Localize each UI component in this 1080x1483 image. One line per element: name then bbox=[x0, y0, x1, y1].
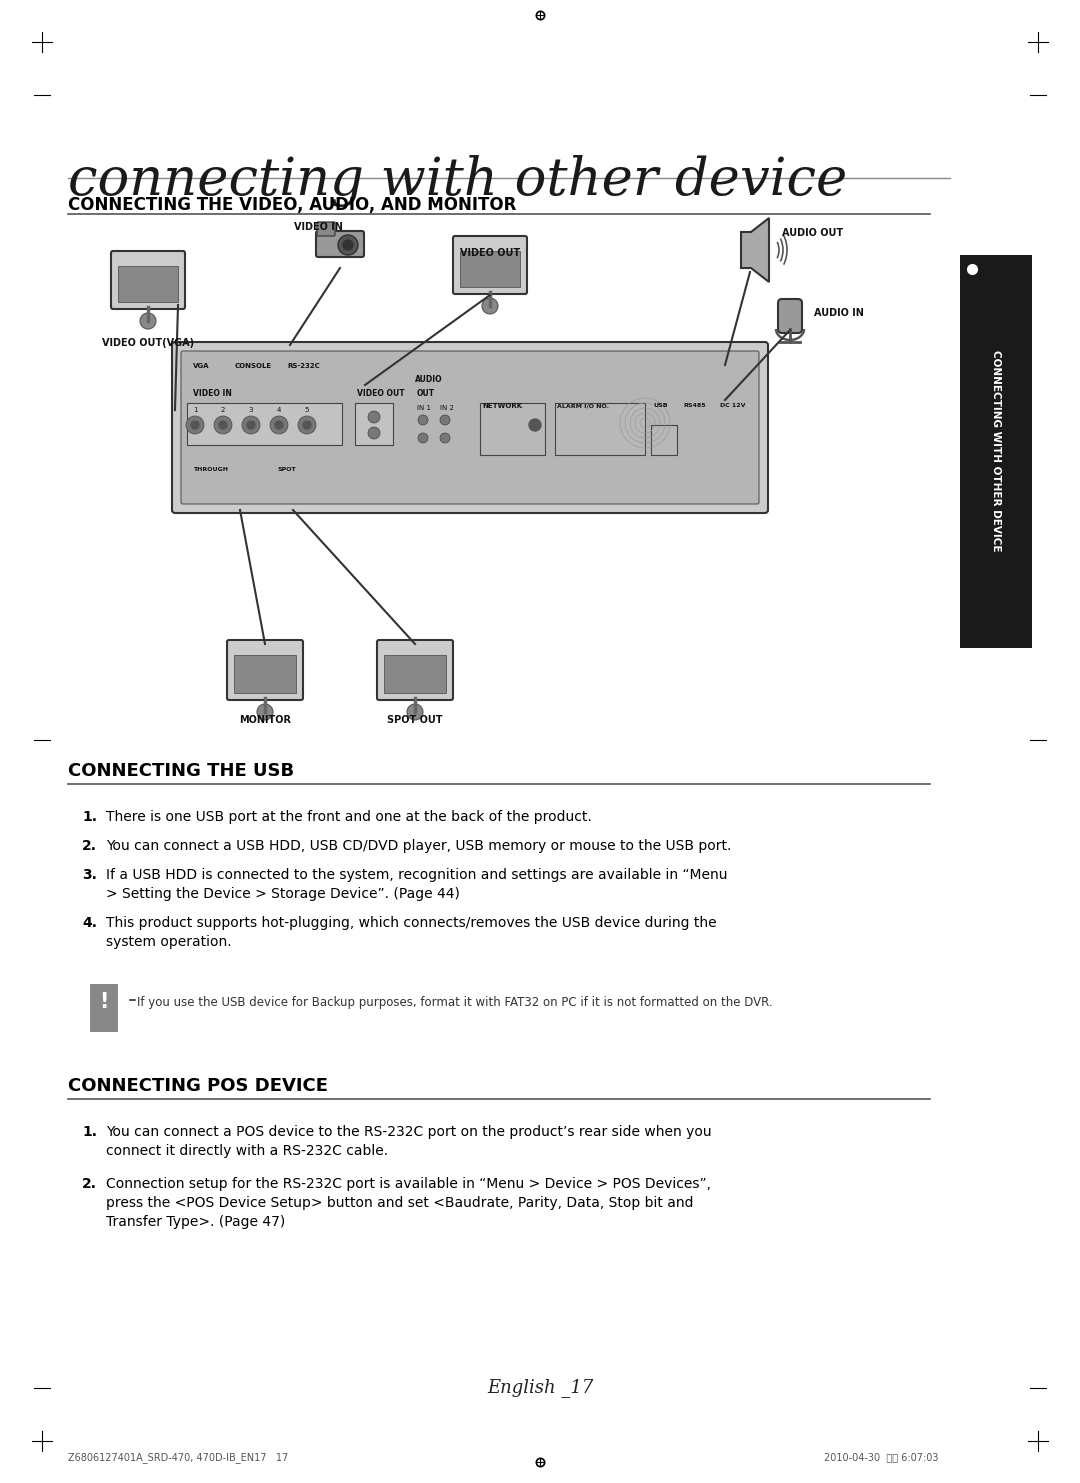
Text: This product supports hot-plugging, which connects/removes the USB device during: This product supports hot-plugging, whic… bbox=[106, 916, 717, 930]
Text: 2.: 2. bbox=[82, 839, 97, 853]
Circle shape bbox=[368, 427, 380, 439]
Text: 3: 3 bbox=[248, 406, 253, 412]
Circle shape bbox=[303, 421, 311, 429]
Circle shape bbox=[338, 234, 357, 255]
Text: VIDEO OUT: VIDEO OUT bbox=[460, 248, 521, 258]
Circle shape bbox=[247, 421, 255, 429]
Circle shape bbox=[257, 704, 273, 721]
Text: VIDEO OUT(VGA): VIDEO OUT(VGA) bbox=[102, 338, 194, 349]
Text: VGA: VGA bbox=[193, 363, 210, 369]
Circle shape bbox=[186, 417, 204, 435]
Text: You can connect a USB HDD, USB CD/DVD player, USB memory or mouse to the USB por: You can connect a USB HDD, USB CD/DVD pl… bbox=[106, 839, 731, 853]
FancyBboxPatch shape bbox=[778, 300, 802, 334]
Text: > Setting the Device > Storage Device”. (Page 44): > Setting the Device > Storage Device”. … bbox=[106, 887, 460, 902]
Text: USB: USB bbox=[653, 403, 667, 408]
FancyBboxPatch shape bbox=[227, 641, 303, 700]
Text: 2010-04-30  오후 6:07:03: 2010-04-30 오후 6:07:03 bbox=[824, 1452, 939, 1462]
Bar bbox=[234, 655, 296, 693]
Text: RS-232C: RS-232C bbox=[287, 363, 320, 369]
Circle shape bbox=[214, 417, 232, 435]
Text: IN 1: IN 1 bbox=[417, 405, 431, 411]
Circle shape bbox=[191, 421, 199, 429]
Text: CONNECTING THE USB: CONNECTING THE USB bbox=[68, 762, 294, 780]
Circle shape bbox=[242, 417, 260, 435]
Text: 1: 1 bbox=[192, 406, 198, 412]
Polygon shape bbox=[741, 218, 769, 282]
Text: If a USB HDD is connected to the system, recognition and settings are available : If a USB HDD is connected to the system,… bbox=[106, 868, 728, 882]
Text: THROUGH: THROUGH bbox=[193, 467, 228, 472]
Text: 1.: 1. bbox=[82, 1126, 97, 1139]
Text: SPOT: SPOT bbox=[276, 467, 296, 472]
Text: 5: 5 bbox=[305, 406, 309, 412]
Text: CONNECTING POS DEVICE: CONNECTING POS DEVICE bbox=[68, 1077, 328, 1094]
Text: connecting with other device: connecting with other device bbox=[68, 156, 847, 208]
Text: AUDIO OUT: AUDIO OUT bbox=[782, 228, 843, 237]
Text: AUDIO: AUDIO bbox=[415, 375, 443, 384]
Bar bbox=[480, 403, 545, 455]
Text: VIDEO IN: VIDEO IN bbox=[193, 389, 232, 397]
Text: CONNECTING THE VIDEO, AUDIO, AND MONITOR: CONNECTING THE VIDEO, AUDIO, AND MONITOR bbox=[68, 196, 516, 214]
Text: CONSOLE: CONSOLE bbox=[235, 363, 272, 369]
FancyBboxPatch shape bbox=[111, 251, 185, 308]
Text: Z6806127401A_SRD-470, 470D-IB_EN17   17: Z6806127401A_SRD-470, 470D-IB_EN17 17 bbox=[68, 1452, 288, 1462]
FancyBboxPatch shape bbox=[318, 222, 335, 236]
Circle shape bbox=[270, 417, 288, 435]
Text: 2: 2 bbox=[220, 406, 226, 412]
Bar bbox=[118, 265, 178, 303]
Text: Connection setup for the RS-232C port is available in “Menu > Device > POS Devic: Connection setup for the RS-232C port is… bbox=[106, 1178, 711, 1191]
Text: There is one USB port at the front and one at the back of the product.: There is one USB port at the front and o… bbox=[106, 810, 592, 825]
Text: OUT: OUT bbox=[417, 389, 435, 397]
Text: CONNECTING WITH OTHER DEVICE: CONNECTING WITH OTHER DEVICE bbox=[991, 350, 1001, 552]
Bar bbox=[960, 255, 1032, 648]
Text: If you use the USB device for Backup purposes, format it with FAT32 on PC if it : If you use the USB device for Backup pur… bbox=[137, 997, 772, 1008]
Text: MONITOR: MONITOR bbox=[239, 715, 291, 725]
Circle shape bbox=[529, 420, 541, 432]
Circle shape bbox=[343, 240, 353, 251]
FancyBboxPatch shape bbox=[181, 351, 759, 504]
Text: SPOT OUT: SPOT OUT bbox=[388, 715, 443, 725]
Text: 2.: 2. bbox=[82, 1178, 97, 1191]
Bar bbox=[651, 426, 677, 455]
Bar bbox=[90, 985, 118, 1032]
Circle shape bbox=[440, 433, 450, 443]
Circle shape bbox=[368, 411, 380, 423]
Text: VIDEO IN: VIDEO IN bbox=[294, 222, 342, 231]
Circle shape bbox=[407, 704, 423, 721]
FancyBboxPatch shape bbox=[453, 236, 527, 294]
Text: 4.: 4. bbox=[82, 916, 97, 930]
Text: ALARM I/O NO.: ALARM I/O NO. bbox=[557, 403, 609, 408]
Circle shape bbox=[418, 415, 428, 426]
FancyBboxPatch shape bbox=[377, 641, 453, 700]
Text: IN 2: IN 2 bbox=[440, 405, 454, 411]
Text: You can connect a POS device to the RS-232C port on the product’s rear side when: You can connect a POS device to the RS-2… bbox=[106, 1126, 712, 1139]
Bar bbox=[384, 655, 446, 693]
Bar bbox=[460, 251, 519, 288]
Text: RS485: RS485 bbox=[683, 403, 705, 408]
Text: 3.: 3. bbox=[82, 868, 97, 882]
Text: 4: 4 bbox=[276, 406, 281, 412]
Circle shape bbox=[298, 417, 316, 435]
Bar bbox=[555, 403, 645, 455]
Text: NETWORK: NETWORK bbox=[482, 403, 522, 409]
Circle shape bbox=[418, 433, 428, 443]
Text: !: ! bbox=[99, 992, 109, 1011]
Text: AUDIO IN: AUDIO IN bbox=[814, 308, 864, 317]
Text: press the <POS Device Setup> button and set <Baudrate, Parity, Data, Stop bit an: press the <POS Device Setup> button and … bbox=[106, 1195, 693, 1210]
FancyBboxPatch shape bbox=[172, 343, 768, 513]
Text: VIDEO OUT: VIDEO OUT bbox=[357, 389, 405, 397]
Bar bbox=[355, 403, 393, 445]
Text: English _17: English _17 bbox=[487, 1378, 593, 1397]
Text: 1.: 1. bbox=[82, 810, 97, 825]
Text: system operation.: system operation. bbox=[106, 934, 231, 949]
Text: DC 12V: DC 12V bbox=[720, 403, 745, 408]
Circle shape bbox=[275, 421, 283, 429]
Circle shape bbox=[440, 415, 450, 426]
Text: connect it directly with a RS-232C cable.: connect it directly with a RS-232C cable… bbox=[106, 1143, 388, 1158]
Circle shape bbox=[140, 313, 156, 329]
Circle shape bbox=[219, 421, 227, 429]
Bar bbox=[187, 403, 342, 445]
Text: Transfer Type>. (Page 47): Transfer Type>. (Page 47) bbox=[106, 1215, 285, 1229]
Circle shape bbox=[482, 298, 498, 314]
FancyBboxPatch shape bbox=[316, 231, 364, 257]
